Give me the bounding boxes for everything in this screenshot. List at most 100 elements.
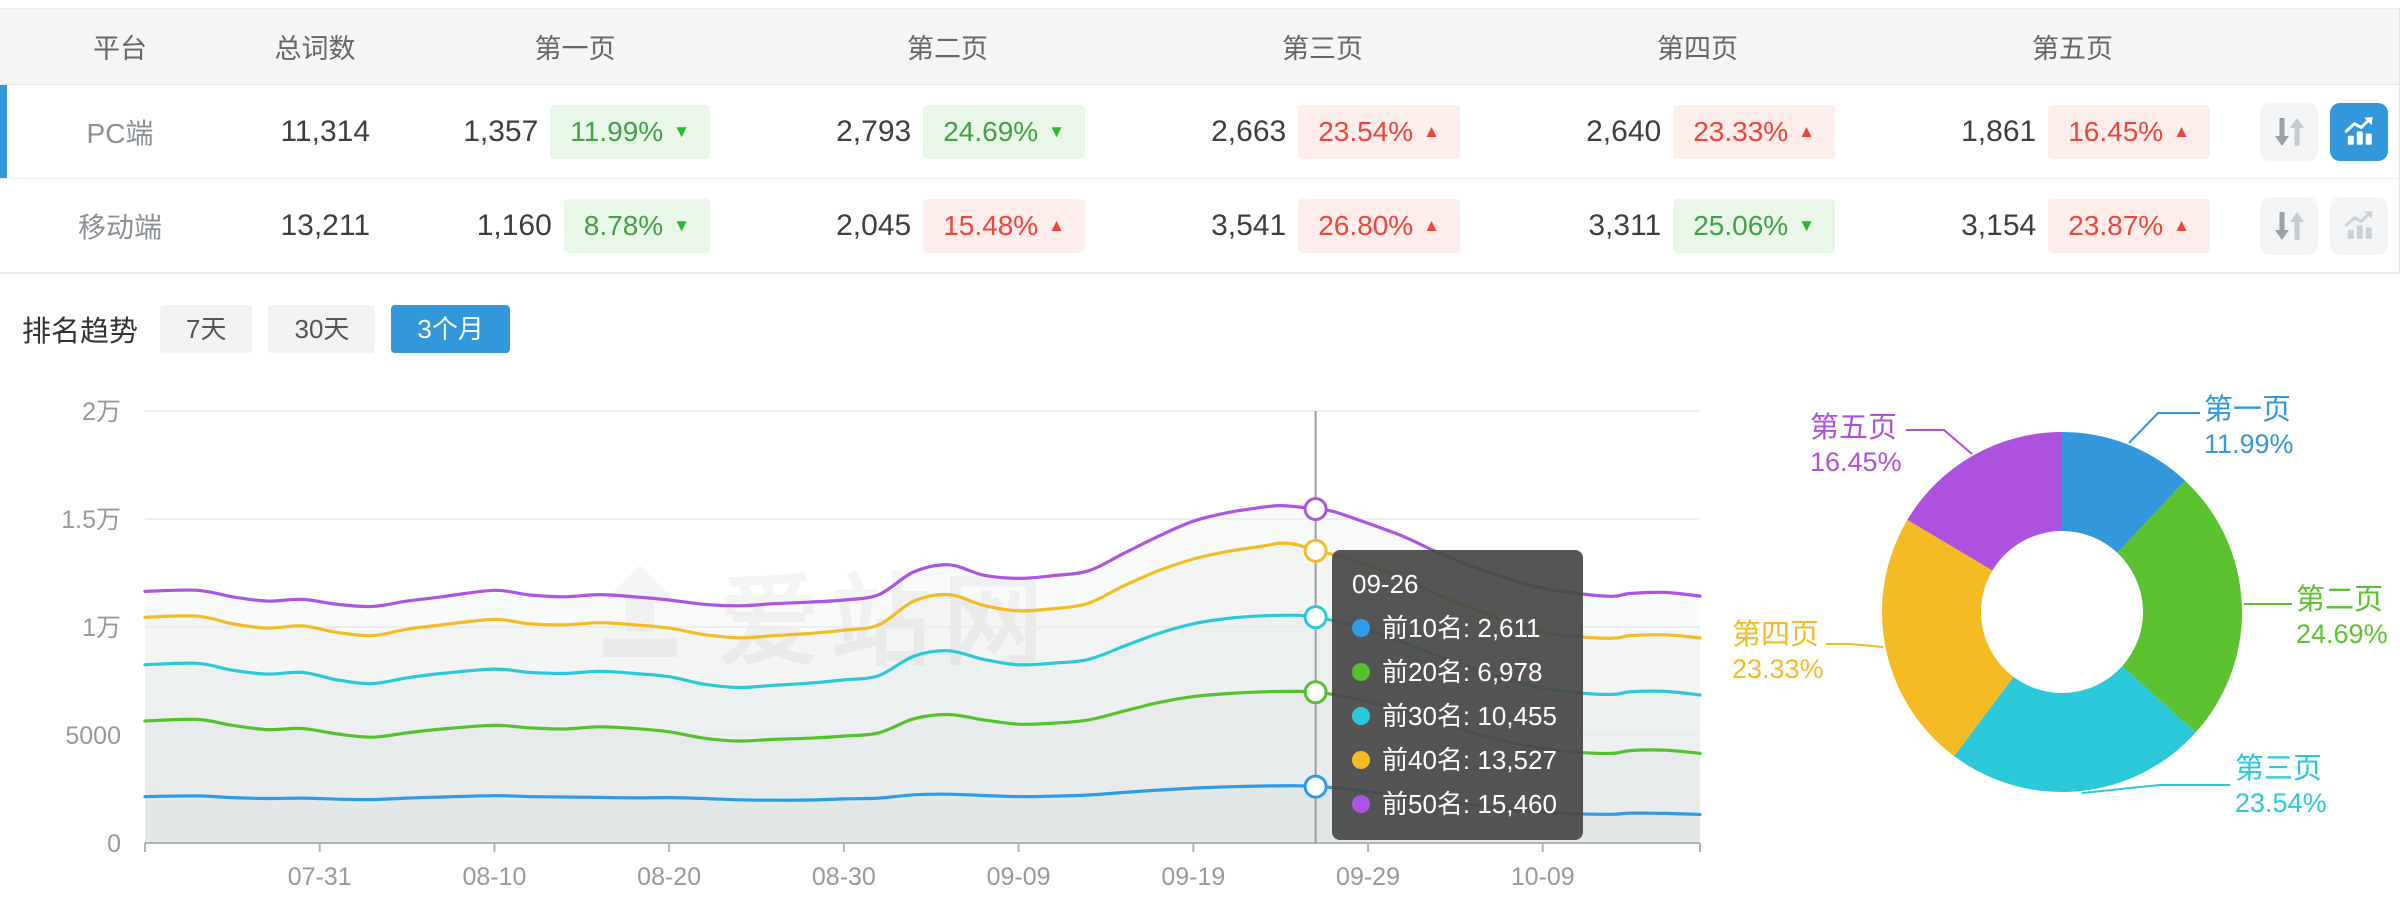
- trend-line-and-donut-canvas[interactable]: 0 5000 1万 1.5万 2万 07-31 08-10 08-20 08-30 09-09 09…: [0, 380, 2400, 924]
- tab-30-days[interactable]: 30天: [268, 305, 376, 353]
- donut-label-page2: 第二页 24.69%: [2296, 583, 2388, 651]
- x-axis-tick-label: 08-10: [462, 863, 526, 891]
- donut-connector-第一页: [2128, 412, 2200, 444]
- series-dot-top30: [1352, 707, 1370, 725]
- page4-change-badge: 23.33% ▲: [1673, 104, 1835, 159]
- slice-name: 第四页: [1732, 619, 1820, 651]
- donut-slice-第五页[interactable]: [1907, 432, 2062, 571]
- page5-count: 1,861: [1961, 114, 2037, 148]
- x-axis-tick-label: 10-09: [1511, 863, 1575, 891]
- trend-arrow-icon: ▲: [1423, 216, 1440, 235]
- page4-cell: 2,640 23.33% ▲: [1510, 104, 1885, 159]
- donut-connector-第五页: [1906, 429, 1973, 455]
- page2-count: 2,045: [836, 208, 912, 242]
- page2-change-badge: 24.69% ▼: [923, 104, 1085, 159]
- series-dot-top10: [1352, 619, 1370, 637]
- charts-section: 爱站网 050001万1.5万2万07-3108-1008-2008-3009-…: [0, 380, 2400, 924]
- donut-slice-第四页[interactable]: [1882, 519, 2014, 757]
- tooltip-row: 前50名: 15,460: [1352, 782, 1557, 826]
- series-name: 前30名: [1382, 701, 1463, 731]
- trend-arrow-icon: ▼: [1798, 216, 1815, 235]
- table-header-row: 平台 总词数 第一页 第二页 第三页 第四页 第五页: [0, 9, 2399, 85]
- x-axis-tick-label: 09-09: [987, 863, 1051, 891]
- col-header-page1: 第一页: [534, 34, 616, 64]
- pct-value: 15.48%: [943, 209, 1039, 241]
- page4-change-badge: 25.06% ▼: [1673, 198, 1835, 253]
- tab-7-days[interactable]: 7天: [160, 305, 253, 353]
- x-axis-tick-label: 07-31: [288, 863, 352, 891]
- tab-3-months[interactable]: 3个月: [391, 305, 510, 353]
- marker-point-前20名: [1303, 680, 1328, 705]
- pct-value: 23.54%: [1318, 115, 1414, 147]
- pct-value: 16.45%: [2068, 115, 2164, 147]
- col-header-page4: 第四页: [1657, 34, 1738, 64]
- pct-value: 11.99%: [570, 115, 664, 147]
- series-name: 前20名: [1382, 657, 1463, 687]
- x-axis-tick-label: 09-19: [1161, 863, 1225, 891]
- marker-point-前50名: [1303, 497, 1328, 522]
- page2-cell: 2,045 15.48% ▲: [760, 198, 1135, 253]
- trend-arrow-icon: ▲: [1423, 122, 1440, 141]
- table-row-pc[interactable]: PC端 11,314 1,357 11.99% ▼ 2,793 24.69% ▼…: [0, 85, 2399, 179]
- sort-button[interactable]: [2260, 102, 2318, 161]
- y-axis-tick-label: 1万: [82, 614, 121, 642]
- series-name: 前40名: [1382, 745, 1463, 775]
- pct-value: 26.80%: [1318, 209, 1414, 241]
- page3-change-badge: 26.80% ▲: [1298, 198, 1460, 253]
- pct-value: 8.78%: [583, 209, 664, 241]
- page4-cell: 3,311 25.06% ▼: [1510, 198, 1885, 253]
- col-header-platform: 平台: [93, 34, 147, 64]
- trend-chart-icon: [2344, 210, 2373, 239]
- series-value: 2,611: [1477, 613, 1541, 643]
- page5-cell: 1,861 16.45% ▲: [1885, 104, 2260, 159]
- trend-arrow-icon: ▲: [2173, 122, 2190, 141]
- col-header-page3: 第三页: [1282, 34, 1363, 64]
- y-axis-tick-label: 1.5万: [61, 506, 121, 534]
- slice-pct: 24.69%: [2296, 619, 2388, 649]
- page3-cell: 3,541 26.80% ▲: [1135, 198, 1510, 253]
- page1-cell: 1,357 11.99% ▼: [390, 104, 760, 159]
- show-trend-button[interactable]: [2330, 102, 2388, 161]
- platform-label: 移动端: [77, 211, 162, 243]
- page1-cell: 1,160 8.78% ▼: [390, 198, 760, 253]
- x-axis-tick-label: 08-30: [812, 863, 876, 891]
- series-dot-top50: [1352, 795, 1370, 813]
- series-value: 6,978: [1477, 657, 1543, 687]
- series-area: [145, 785, 1700, 843]
- slice-pct: 23.54%: [2235, 788, 2327, 818]
- page3-cell: 2,663 23.54% ▲: [1135, 104, 1510, 159]
- y-axis-tick-label: 2万: [82, 398, 121, 426]
- page1-change-badge: 8.78% ▼: [563, 198, 710, 253]
- donut-slice-第二页[interactable]: [2117, 480, 2242, 733]
- page3-count: 3,541: [1211, 208, 1287, 242]
- slice-pct: 11.99%: [2204, 429, 2294, 459]
- col-header-page5: 第五页: [2032, 34, 2113, 64]
- page5-cell: 3,154 23.87% ▲: [1885, 198, 2260, 253]
- y-axis-tick-label: 0: [107, 830, 121, 858]
- page2-count: 2,793: [836, 114, 912, 148]
- slice-name: 第五页: [1810, 412, 1898, 444]
- tooltip-row: 前10名: 2,611: [1352, 606, 1557, 650]
- sort-button[interactable]: [2260, 196, 2318, 255]
- page2-change-badge: 15.48% ▲: [923, 198, 1085, 253]
- page3-count: 2,663: [1211, 114, 1287, 148]
- donut-label-page1: 第一页 11.99%: [2204, 393, 2294, 461]
- trend-arrow-icon: ▲: [2173, 216, 2190, 235]
- table-row-mobile[interactable]: 移动端 13,211 1,160 8.78% ▼ 2,045 15.48% ▲ …: [0, 179, 2399, 273]
- tooltip-row: 前40名: 13,527: [1352, 738, 1557, 782]
- pct-value: 24.69%: [943, 115, 1039, 147]
- pct-value: 23.87%: [2068, 209, 2164, 241]
- sort-arrows-icon: [2275, 211, 2304, 240]
- donut-label-page4: 第四页 23.33%: [1732, 618, 1824, 686]
- trend-arrow-icon: ▲: [1798, 122, 1815, 141]
- donut-slice-第三页[interactable]: [1954, 666, 2196, 792]
- donut-connector-第三页: [2081, 784, 2230, 794]
- trend-arrow-icon: ▼: [673, 122, 690, 141]
- total-words: 11,314: [280, 114, 370, 148]
- row-actions: [2260, 102, 2400, 161]
- trend-arrow-icon: ▼: [673, 216, 690, 235]
- donut-slice-第一页[interactable]: [2062, 432, 2186, 553]
- show-trend-button[interactable]: [2330, 196, 2388, 255]
- x-axis-tick-label: 09-29: [1336, 863, 1400, 891]
- tooltip-row: 前20名: 6,978: [1352, 650, 1557, 694]
